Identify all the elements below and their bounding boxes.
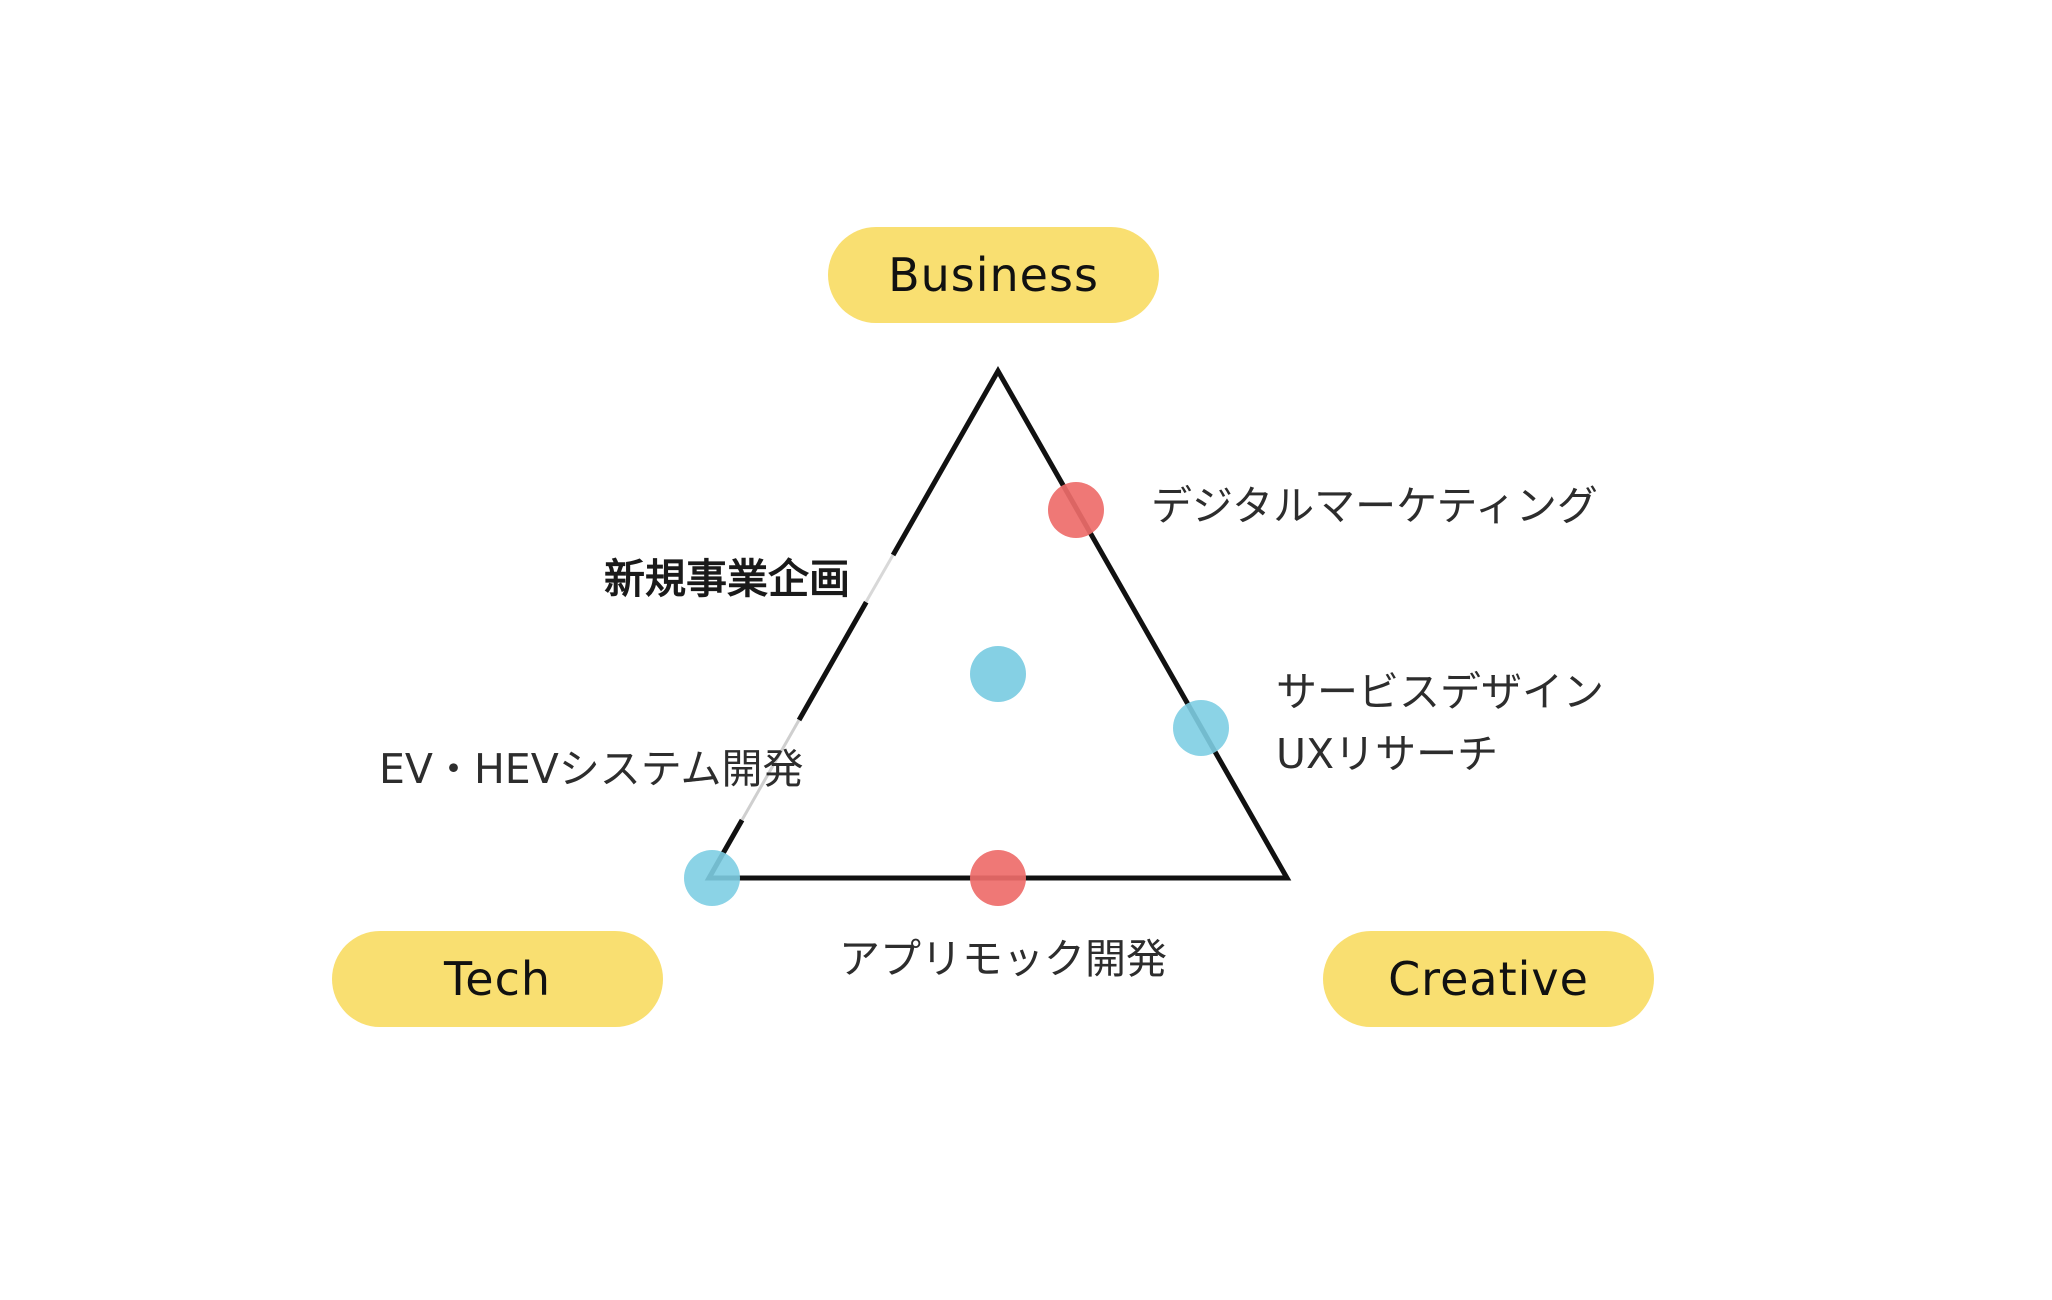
creative-pill: Creative bbox=[1323, 931, 1654, 1027]
app-mock-dot bbox=[970, 850, 1026, 906]
edge-faint-new-business bbox=[864, 554, 895, 603]
digital-marketing-dot bbox=[1048, 482, 1104, 538]
digital-marketing-label: デジタルマーケティング bbox=[1151, 482, 1598, 530]
business-label: Business bbox=[888, 248, 1099, 302]
service-design-label: サービスデザイン bbox=[1276, 668, 1604, 716]
center-dot bbox=[970, 646, 1026, 702]
app-mock-label: アプリモック開発 bbox=[839, 935, 1167, 983]
edge-faint-ev-system bbox=[740, 719, 801, 821]
triangle-outline bbox=[704, 365, 1292, 881]
business-pill: Business bbox=[828, 227, 1159, 323]
ev-system-label: EV・HEVシステム開発 bbox=[379, 745, 804, 793]
tech-pill: Tech bbox=[332, 931, 663, 1027]
ux-research-label: UXリサーチ bbox=[1276, 730, 1499, 778]
tech-corner-dot bbox=[684, 850, 740, 906]
tech-label: Tech bbox=[443, 952, 552, 1006]
new-business-label: 新規事業企画 bbox=[604, 555, 850, 603]
creative-label: Creative bbox=[1388, 952, 1589, 1006]
service-design-dot bbox=[1173, 700, 1229, 756]
